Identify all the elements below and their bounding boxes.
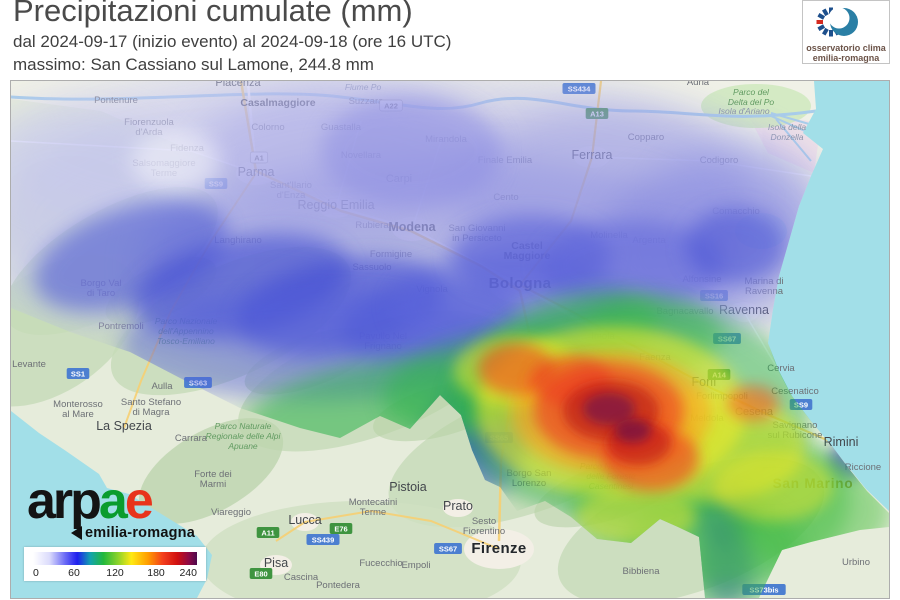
osservatorio-clima-logo: osservatorio clima emilia-romagna: [802, 0, 890, 64]
precip-blob: [713, 451, 833, 521]
map-label: Montecatini Terme: [349, 497, 398, 518]
map-label: Parco Naturale Regionale delle Alpi Apuane: [206, 421, 282, 451]
road-badge: [329, 523, 353, 534]
precip-blob: [727, 385, 779, 421]
road-badge: [249, 568, 273, 579]
precip-blob: [541, 221, 721, 311]
oc-logo-line2: emilia-romagna: [812, 53, 880, 63]
oc-logo-line1: osservatorio clima: [806, 43, 886, 53]
oc-ring-tick: [817, 13, 826, 20]
header: Precipitazioni cumulate (mm) dal 2024-09…: [13, 0, 451, 75]
map-label: Parco del Delta del Po: [728, 87, 775, 107]
precip-blob: [321, 96, 501, 206]
precip-blob: [583, 393, 635, 425]
map-label: Prato: [443, 499, 473, 513]
legend-gradient-bar: [33, 552, 197, 565]
map-label: Santo Stefano di Magra: [121, 397, 181, 418]
oc-logo-icon: [816, 7, 858, 37]
arpae-black: arp: [27, 472, 102, 530]
map-label: Riccione: [845, 462, 881, 473]
map-label: Levante: [12, 359, 46, 370]
oc-ring-tick: [816, 20, 823, 24]
arpae-red: e: [124, 472, 154, 530]
map-label: Empoli: [401, 560, 430, 571]
road-badge-label: SS1: [71, 370, 85, 379]
map-label: Lucca: [288, 513, 321, 527]
arpae-green: a: [98, 472, 128, 530]
precip-blob: [131, 131, 221, 191]
map-label: La Spezia: [96, 419, 152, 433]
precipitation-map: Piacenza Pontenure Fiorenzuola d'Arda Casalm…: [10, 80, 890, 599]
arpae-arrow-icon: [71, 526, 82, 540]
oc-ring-tick: [822, 27, 829, 36]
legend-tick: 0: [33, 567, 39, 579]
map-label: Adria: [687, 81, 710, 88]
map-label: Pisa: [264, 556, 288, 570]
legend-tick: 240: [179, 567, 197, 579]
oc-ring-tick: [822, 8, 829, 17]
road-badge: [256, 527, 280, 538]
road-badge-label: SS439: [312, 536, 335, 545]
page-title: Precipitazioni cumulate (mm): [13, 0, 413, 28]
road-badge-label: SS73bis: [749, 586, 778, 595]
map-label: Isola d'Ariano: [718, 106, 770, 116]
map-label: Urbino: [842, 557, 870, 568]
map-label: Viareggio: [211, 507, 251, 518]
oc-crescent-cut: [828, 7, 850, 29]
map-label: Carrara: [175, 433, 208, 444]
legend-tick: 180: [147, 567, 165, 579]
map-label: Fucecchio: [359, 558, 402, 569]
road-badge-label: E80: [254, 570, 267, 579]
arpae-wordmark: arpae: [27, 475, 195, 527]
map-label: Rimini: [824, 435, 859, 449]
road-badge-label: E76: [334, 525, 347, 534]
legend-tick: 60: [68, 567, 80, 579]
road-badge: [306, 534, 340, 545]
map-label: Cascina: [284, 572, 319, 583]
road-badge: [66, 368, 90, 379]
oc-ring-tick: [829, 30, 833, 37]
map-label: Sesto Fiorentino: [463, 516, 505, 537]
map-label: Cesenatico: [771, 386, 819, 397]
road-badge-label: SS9: [794, 401, 808, 410]
arpae-logo: arpae emilia-romagna: [27, 475, 195, 541]
road-badge-label: A11: [261, 529, 274, 538]
road-badge: [434, 543, 462, 554]
map-label: Pistoia: [389, 480, 427, 494]
road-badge-label: SS67: [439, 545, 457, 554]
map-label: Forte dei Marmi: [194, 469, 232, 490]
map-label: Isola della Donzella: [768, 122, 807, 142]
map-label: Aulla: [151, 381, 173, 392]
precip-blob: [615, 419, 651, 443]
map-label: Firenze: [471, 540, 526, 557]
map-label: Cervia: [767, 363, 795, 374]
map-label: Monterosso al Mare: [53, 399, 103, 420]
map-label: Bibbiena: [623, 566, 661, 577]
subtitle-maximum: massimo: San Cassiano sul Lamone, 244.8 …: [13, 55, 374, 74]
precip-blob: [686, 208, 786, 284]
oc-ring-tick: [817, 24, 826, 31]
arpae-region-label: emilia-romagna: [85, 525, 195, 541]
legend-tick: 120: [106, 567, 124, 579]
legend-ticks: 0 60 120 180 240: [33, 567, 197, 579]
map-label: Pontedera: [316, 580, 361, 591]
precipitation-legend: 0 60 120 180 240: [24, 547, 206, 581]
subtitle-date-range: dal 2024-09-17 (inizio evento) al 2024-0…: [13, 32, 452, 51]
